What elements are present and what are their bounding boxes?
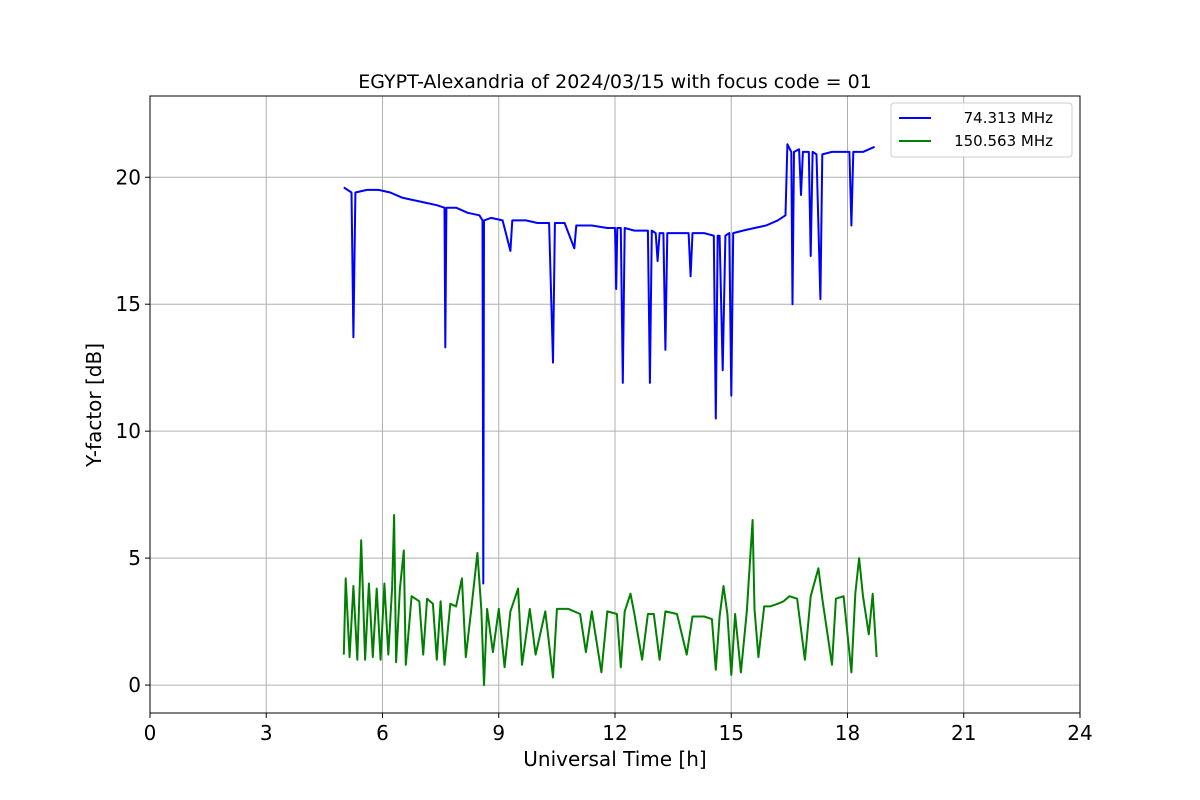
x-axis-label: Universal Time [h] (523, 747, 706, 771)
series-line-1 (343, 143, 876, 585)
x-tick-label: 6 (376, 721, 389, 745)
chart-title: EGYPT-Alexandria of 2024/03/15 with focu… (358, 71, 872, 93)
legend-label: 150.563 MHz (954, 132, 1053, 150)
y-tick-label: 15 (116, 292, 141, 316)
x-tick-label: 15 (719, 721, 744, 745)
x-tick-label: 21 (951, 721, 976, 745)
x-tick-label: 24 (1067, 721, 1092, 745)
x-tick-label: 12 (602, 721, 627, 745)
grid (149, 96, 1081, 713)
x-tick-label: 9 (492, 721, 505, 745)
legend-label: 74.313 MHz (964, 109, 1053, 127)
x-tick-label: 0 (144, 721, 157, 745)
plot-area (342, 143, 878, 687)
y-axis: 0 5 10 15 20 (116, 165, 150, 697)
x-tick-label: 18 (835, 721, 860, 745)
legend: 74.313 MHz 150.563 MHz (890, 102, 1073, 158)
y-tick-label: 20 (116, 165, 141, 189)
x-tick-label: 3 (260, 721, 273, 745)
y-tick-label: 0 (128, 673, 141, 697)
legend-box (890, 102, 1073, 158)
x-axis: 0 3 6 9 12 15 18 21 24 (144, 713, 1093, 745)
series-line-2 (342, 514, 878, 687)
y-axis-label: Y-factor [dB] (82, 343, 106, 468)
y-tick-label: 10 (116, 419, 141, 443)
y-tick-label: 5 (128, 546, 141, 570)
